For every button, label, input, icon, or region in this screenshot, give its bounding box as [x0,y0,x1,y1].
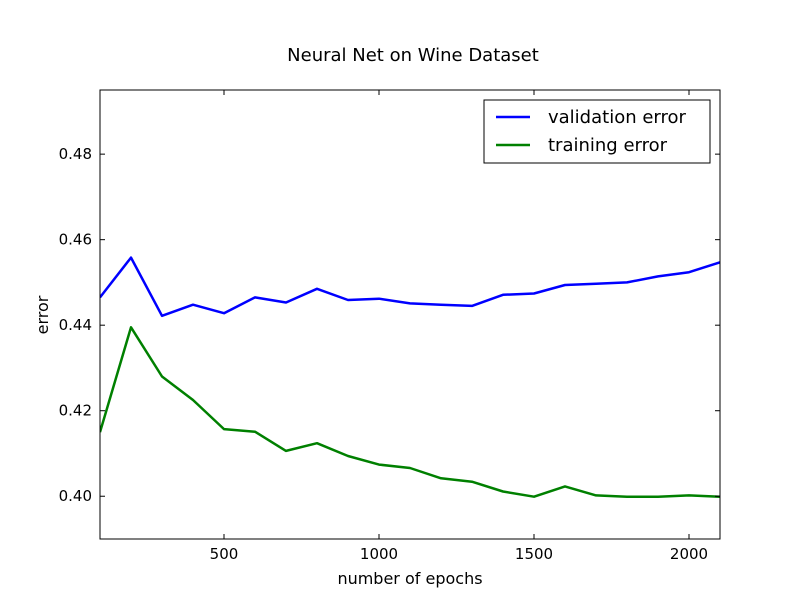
legend-label: validation error [548,107,687,128]
legend-label: training error [548,135,668,156]
chart-title: Neural Net on Wine Dataset [287,45,539,66]
x-tick-label: 1000 [360,545,398,563]
legend-box [483,99,711,164]
y-tick-label: 0.48 [59,145,92,163]
y-tick-label: 0.44 [59,316,92,334]
x-tick-label: 500 [210,545,239,563]
x-tick-label: 1500 [515,545,553,563]
series-layer [100,256,720,498]
legend: validation error training error [483,99,711,164]
plot-frame [99,89,721,540]
series-line-training-error [100,326,720,498]
x-tick-label: 2000 [670,545,708,563]
y-tick-label: 0.42 [59,402,92,420]
x-axis-label: number of epochs [337,569,482,588]
y-tick-label: 0.46 [59,231,92,249]
ticks-layer: 500 1000 1500 2000 0.40 0.42 0.44 0.46 0.48 [59,90,720,563]
series-line-validation-error [100,256,720,318]
y-axis-label: error [33,295,52,334]
y-tick-label: 0.40 [59,487,92,505]
legend-items: validation error training error [496,107,687,156]
